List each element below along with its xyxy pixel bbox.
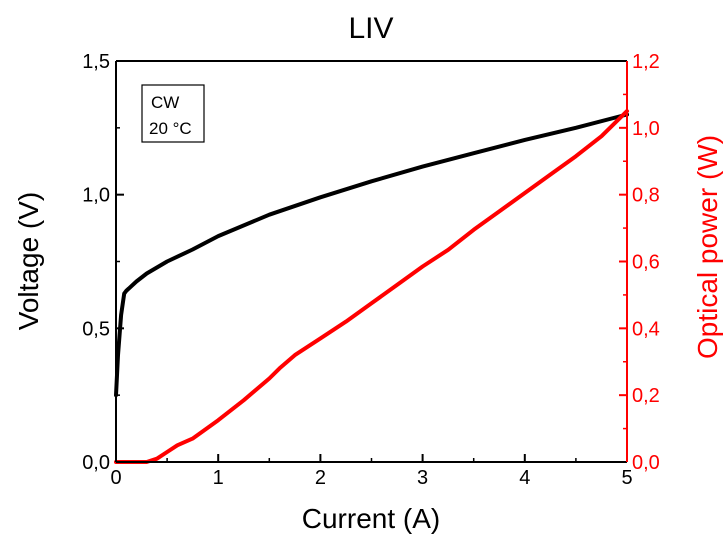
voltage-series	[114, 112, 629, 398]
y-left-ticks: 0,0 0,5 1,0 1,5	[82, 51, 124, 474]
y-right-tick-label: 0,0	[632, 452, 660, 474]
x-tick-label: 1	[213, 467, 224, 489]
y-right-tick-label: 1,0	[632, 118, 660, 140]
y-left-tick-label: 0,5	[82, 318, 110, 340]
annotation-frame	[141, 84, 205, 143]
y-left-axis-title: Voltage (V)	[13, 192, 44, 331]
y-right-tick-label: 0,6	[632, 252, 660, 274]
annotation-box: CW 20 °C	[141, 84, 205, 143]
y-right-tick-label: 0,2	[632, 385, 660, 407]
power-series	[114, 109, 629, 464]
y-right-tick-label: 0,8	[632, 185, 660, 207]
annotation-line-1: CW	[151, 93, 179, 112]
x-tick-label: 5	[621, 467, 632, 489]
y-left-tick-label: 0,0	[82, 452, 110, 474]
chart-title: LIV	[348, 12, 393, 45]
y-left-tick-label: 1,5	[82, 51, 110, 73]
annotation-line-2: 20 °C	[149, 119, 192, 138]
x-ticks: 0 1 2 3 4 5	[110, 454, 633, 489]
y-right-tick-label: 1,2	[632, 51, 660, 73]
y-right-tick-label: 0,4	[632, 318, 660, 340]
x-tick-label: 3	[417, 467, 428, 489]
x-tick-label: 2	[315, 467, 326, 489]
voltage-curve	[114, 112, 629, 398]
x-axis-title: Current (A)	[302, 503, 440, 534]
y-right-axis-title: Optical power (W)	[692, 135, 723, 359]
y-left-tick-label: 1,0	[82, 185, 110, 207]
x-tick-label: 0	[110, 467, 121, 489]
power-curve	[114, 109, 629, 464]
x-tick-label: 4	[519, 467, 530, 489]
